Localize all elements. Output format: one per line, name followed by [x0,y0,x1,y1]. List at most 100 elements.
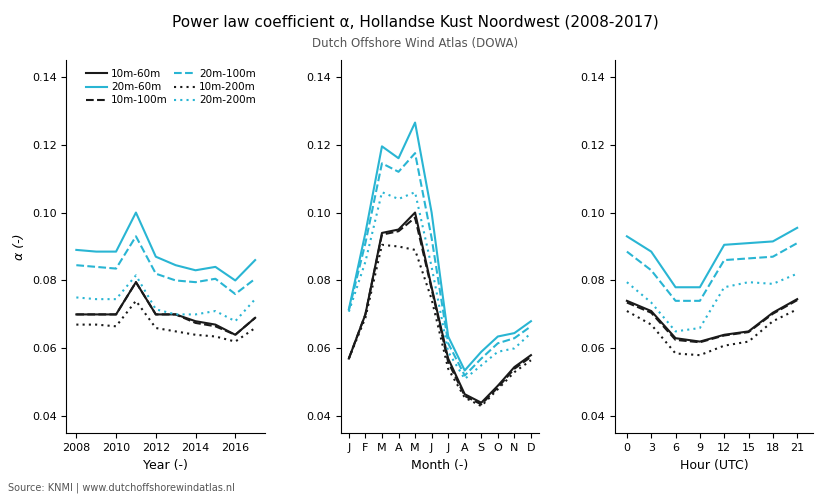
20m-60m [410,120,420,125]
20m-60m [647,249,657,254]
20m-100m [510,335,520,341]
10m-60m [211,322,221,328]
10m-60m [622,298,632,304]
10m-200m [131,298,141,304]
10m-200m [71,322,81,328]
20m-100m [720,257,730,263]
Line: 20m-200m: 20m-200m [349,192,531,379]
10m-200m [171,328,181,334]
Line: 20m-200m: 20m-200m [627,274,797,331]
10m-100m [131,279,141,285]
20m-100m [111,265,121,271]
Line: 20m-200m: 20m-200m [76,275,255,321]
X-axis label: Hour (UTC): Hour (UTC) [680,459,749,472]
20m-60m [720,242,730,248]
10m-200m [111,323,121,329]
20m-100m [460,373,470,378]
20m-200m [695,325,705,331]
10m-60m [171,311,181,317]
20m-60m [510,330,520,336]
20m-200m [622,279,632,285]
20m-200m [393,196,403,202]
10m-60m [695,339,705,345]
20m-60m [768,239,778,245]
20m-100m [443,340,453,346]
20m-200m [792,271,802,277]
20m-60m [427,210,437,216]
20m-100m [377,160,387,166]
10m-60m [250,315,260,321]
10m-60m [526,352,536,358]
20m-60m [151,253,161,259]
20m-60m [622,234,632,240]
X-axis label: Year (-): Year (-) [144,459,188,472]
10m-60m [393,227,403,233]
10m-100m [720,333,730,339]
20m-200m [91,296,101,302]
20m-60m [171,262,181,268]
10m-200m [151,325,161,331]
10m-200m [695,352,705,358]
10m-100m [250,315,260,321]
10m-100m [393,228,403,234]
Line: 10m-100m: 10m-100m [349,218,531,404]
10m-200m [476,403,486,409]
10m-60m [476,400,486,406]
20m-60m [744,240,754,246]
10m-100m [191,320,201,326]
20m-200m [526,330,536,336]
Line: 20m-100m: 20m-100m [627,243,797,301]
20m-200m [510,346,520,352]
20m-60m [493,334,503,340]
20m-60m [211,264,221,270]
20m-200m [720,284,730,290]
10m-100m [111,311,121,317]
10m-100m [151,311,161,317]
10m-100m [91,311,101,317]
10m-100m [744,329,754,335]
10m-60m [344,356,354,362]
20m-100m [91,264,101,270]
Legend: 10m-60m, 20m-60m, 10m-100m, 20m-100m, 10m-200m, 20m-200m: 10m-60m, 20m-60m, 10m-100m, 20m-100m, 10… [82,65,260,110]
Line: 20m-60m: 20m-60m [627,228,797,287]
20m-60m [792,225,802,231]
10m-60m [647,308,657,314]
10m-200m [622,308,632,314]
20m-100m [211,276,221,282]
10m-60m [91,311,101,317]
10m-100m [377,232,387,238]
20m-200m [647,299,657,305]
10m-60m [111,311,121,317]
20m-200m [744,279,754,285]
10m-100m [792,297,802,303]
10m-200m [526,357,536,363]
20m-60m [393,155,403,161]
Text: Source: KNMI | www.dutchoffshorewindatlas.nl: Source: KNMI | www.dutchoffshorewindatla… [8,483,235,493]
20m-60m [526,318,536,324]
10m-60m [410,210,420,216]
20m-100m [344,307,354,313]
20m-200m [443,349,453,355]
20m-100m [230,291,240,297]
10m-100m [493,384,503,390]
10m-200m [460,394,470,400]
20m-100m [647,267,657,273]
10m-200m [344,356,354,362]
20m-60m [91,249,101,254]
10m-60m [191,318,201,324]
20m-100m [250,276,260,282]
10m-100m [526,354,536,360]
20m-60m [111,249,121,254]
Text: Power law coefficient α, Hollandse Kust Noordwest (2008-2017): Power law coefficient α, Hollandse Kust … [172,15,658,30]
10m-100m [695,339,705,345]
20m-100m [695,298,705,304]
10m-60m [131,279,141,285]
20m-200m [171,311,181,317]
Line: 10m-200m: 10m-200m [627,309,797,355]
20m-100m [493,340,503,346]
20m-200m [131,272,141,278]
10m-60m [151,311,161,317]
Line: 10m-100m: 10m-100m [627,300,797,342]
20m-60m [460,368,470,374]
20m-100m [792,240,802,246]
